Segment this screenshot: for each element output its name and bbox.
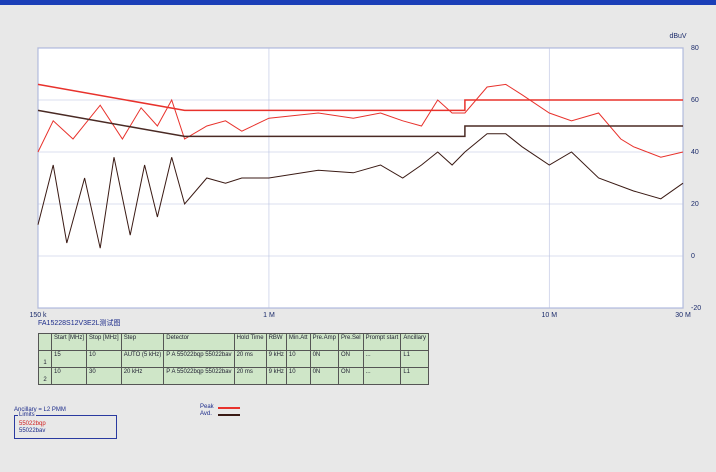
table-cell: Stop [MHz] <box>86 333 122 351</box>
table-cell: 10 <box>285 350 311 368</box>
y-tick-label: 0 <box>691 253 695 260</box>
table-cell: 2 <box>38 367 52 385</box>
table-cell: ... <box>362 367 402 385</box>
table-cell: ... <box>362 350 402 368</box>
table-cell: 15 <box>50 350 88 368</box>
x-tick-label: 150 k <box>29 312 47 319</box>
table-cell: Step <box>120 333 165 351</box>
legend-entry: Avd. <box>200 411 240 418</box>
table-cell: 20 ms <box>233 350 267 368</box>
plot-area <box>37 47 684 309</box>
limit-name: 55022bav <box>19 428 46 434</box>
table-cell: Ancillary <box>400 333 429 351</box>
table-cell: ON <box>337 367 364 385</box>
table-row: 1 15 10 AUTO (5 kHz) P A 55022bqp 55022bav 20… <box>38 350 429 368</box>
table-cell: Pre.Sel <box>337 333 364 351</box>
table-row: 2 10 30 20 kHz P A 55022bqp 55022bav 20 ms 9 k… <box>38 367 429 385</box>
legend-swatch <box>218 407 240 409</box>
y-tick-label: 40 <box>691 149 699 156</box>
table-cell: ON <box>337 350 364 368</box>
table-cell: 9 kHz <box>265 367 287 385</box>
table-cell: 0N <box>309 367 339 385</box>
table-cell: L1 <box>400 350 429 368</box>
table-cell: 10 <box>285 367 311 385</box>
table-cell: 10 <box>86 350 122 368</box>
trace <box>37 83 683 112</box>
table-cell: Start [MHz] <box>50 333 88 351</box>
table-row: Start [MHz] Stop [MHz] Step Detector Hold Ti… <box>38 333 429 351</box>
table-cell: 10 <box>50 367 88 385</box>
table-cell: P A 55022bqp 55022bav <box>163 350 235 368</box>
table-cell: P A 55022bqp 55022bav <box>163 367 235 385</box>
trace <box>37 133 684 249</box>
x-tick-label: 1 M <box>263 312 275 319</box>
test-name: FA15228S12V3E2L测试图 <box>38 320 121 327</box>
table-cell: 1 <box>38 350 52 368</box>
table-cell: 0N <box>309 350 339 368</box>
legend-swatch <box>218 414 240 416</box>
table-cell: 30 <box>86 367 122 385</box>
y-unit: dBuV <box>669 33 686 40</box>
legend-label: Avd. <box>200 411 212 417</box>
table-cell: L1 <box>400 367 429 385</box>
limit-name: 55022bqp <box>19 421 46 427</box>
y-tick-label: 80 <box>691 45 699 52</box>
table-cell: 20 ms <box>233 367 267 385</box>
table-cell: Min.Att <box>285 333 311 351</box>
legend: Peak Avd. <box>200 404 240 418</box>
table-cell <box>38 333 52 351</box>
table-cell: Pre.Amp <box>309 333 339 351</box>
table-cell: Hold Time <box>233 333 267 351</box>
trace <box>37 109 683 138</box>
table-cell: 20 kHz <box>120 367 165 385</box>
legend-entry: Peak <box>200 404 240 411</box>
limits-title: Limits <box>18 412 36 418</box>
trace <box>37 83 684 158</box>
table-cell: 9 kHz <box>265 350 287 368</box>
y-tick-label: -20 <box>691 305 701 312</box>
table-cell: AUTO (5 kHz) <box>120 350 165 368</box>
y-tick-label: 20 <box>691 201 699 208</box>
ancillary: Ancillary = L2 PMM <box>14 407 66 413</box>
settings-table: Start [MHz] Stop [MHz] Step Detector Hold Ti… <box>38 333 429 385</box>
table-cell: RBW <box>265 333 287 351</box>
table-cell: Prompt start <box>362 333 402 351</box>
title-bar <box>0 0 716 5</box>
y-tick-label: 60 <box>691 97 699 104</box>
x-tick-label: 30 M <box>675 312 691 319</box>
x-tick-label: 10 M <box>541 312 557 319</box>
limits-box: Limits 55022bqp 55022bav <box>14 412 117 439</box>
legend-label: Peak <box>200 404 214 410</box>
table-cell: Detector <box>163 333 235 351</box>
